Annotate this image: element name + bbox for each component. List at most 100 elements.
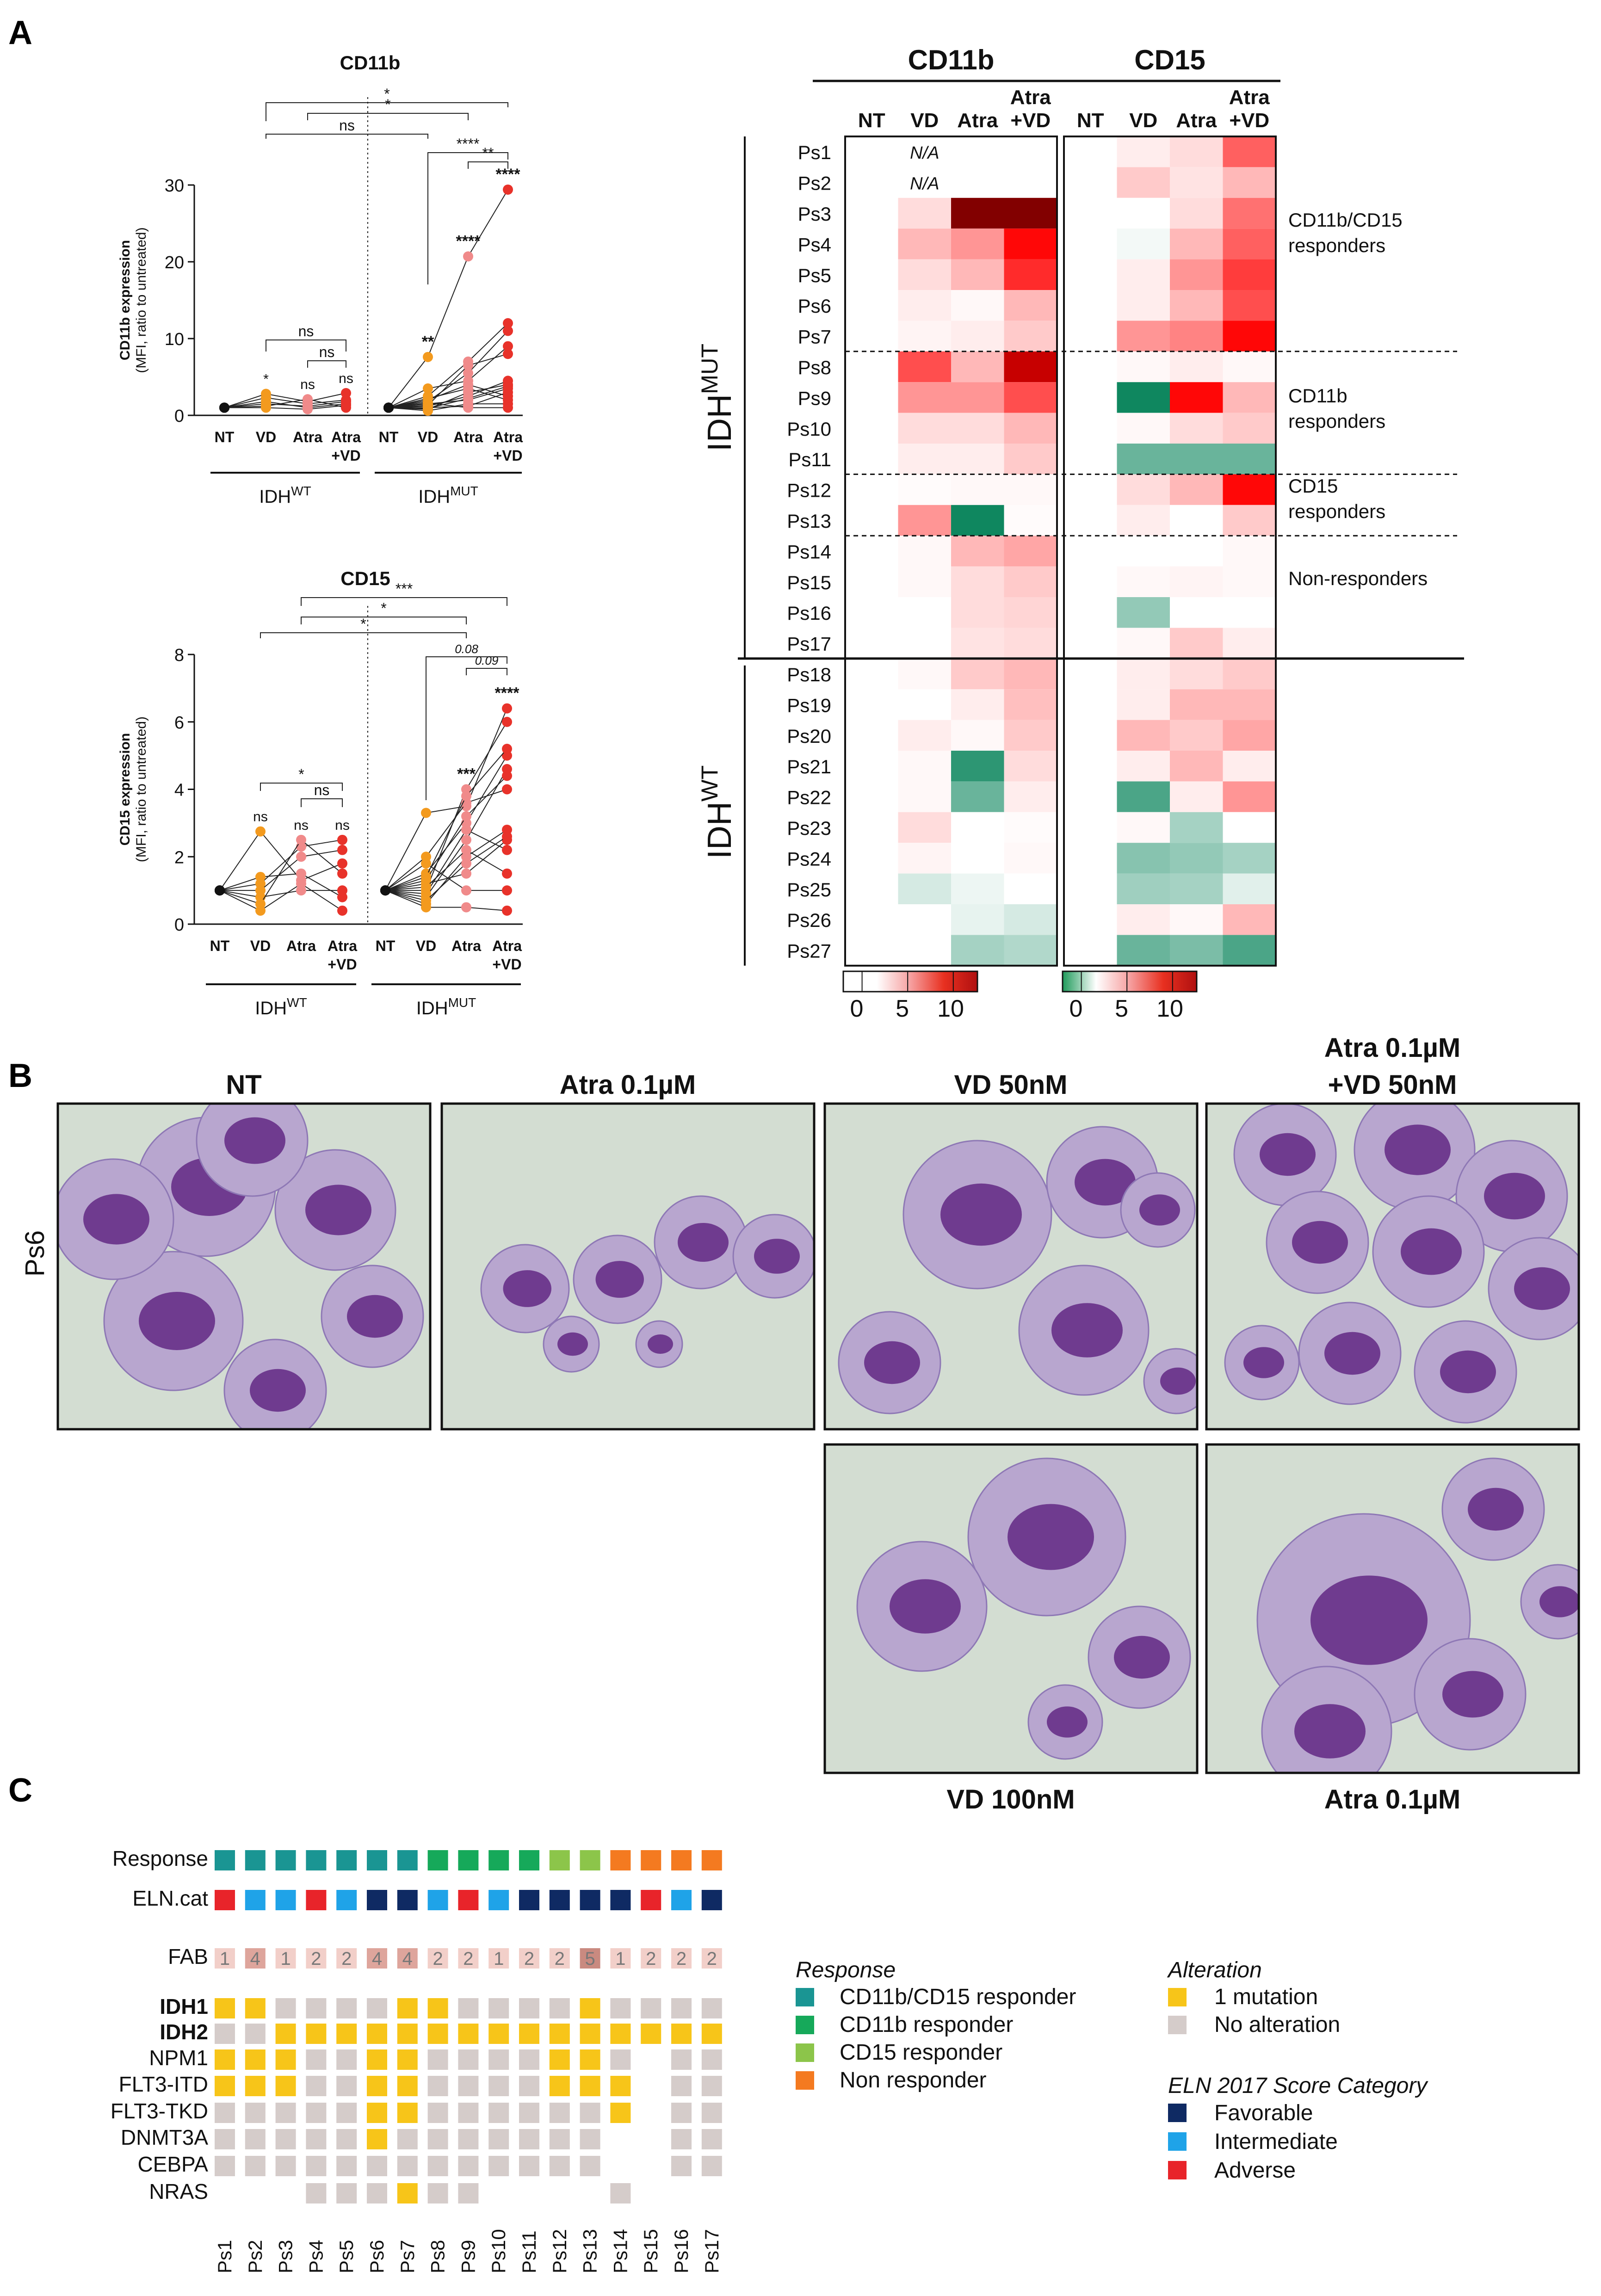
- response-cell: [519, 1850, 539, 1870]
- mut-data-point: [463, 383, 473, 394]
- fab-value: 2: [676, 1949, 686, 1969]
- heatmap-cell: [1223, 812, 1276, 843]
- mutation-cell: [397, 2076, 418, 2096]
- fab-cell: [549, 1948, 570, 1969]
- heatmap-cell: [1064, 720, 1117, 751]
- bracket-label: ns: [339, 117, 355, 134]
- mutation-cell: [336, 2076, 357, 2096]
- bracket-label: ns: [319, 344, 335, 360]
- mutation-cell: [367, 2076, 387, 2096]
- mutation-cell: [701, 2129, 722, 2149]
- bracket-label: 0.09: [475, 654, 499, 667]
- fab-cell: [245, 1948, 266, 1969]
- heatmap-cell: [1064, 167, 1117, 198]
- mutation-cell: [427, 2076, 448, 2096]
- heatmap-cell: [898, 658, 951, 690]
- cell-nucleus: [1243, 1347, 1284, 1378]
- heatmap-cell: [898, 935, 951, 966]
- wt-data-point: [261, 389, 271, 399]
- heatmap-row-label: Ps16: [787, 602, 831, 624]
- heatmap-cell: [951, 536, 1004, 567]
- response-cell: [215, 1850, 235, 1870]
- heatmap-cell: [1004, 689, 1057, 720]
- wt-data-point: [337, 868, 347, 879]
- heatmap-cell: [1064, 843, 1117, 874]
- heatmap-cell: [1170, 351, 1223, 383]
- heatmap-cell: [1170, 382, 1223, 413]
- response-cell: [336, 1850, 357, 1870]
- fab-cell: [519, 1948, 539, 1969]
- heatmap-row-label: Ps9: [798, 387, 831, 409]
- eln-cell: [519, 1890, 539, 1910]
- heatmap-cell: [1004, 935, 1057, 966]
- fab-cell: [671, 1948, 692, 1969]
- mutation-cell: [549, 2156, 570, 2176]
- heatmap-row-label: Ps7: [798, 326, 831, 348]
- mutation-cell: [306, 2183, 327, 2203]
- heatmap-cell: [1117, 843, 1170, 874]
- heatmap-cell: [898, 228, 951, 259]
- response-cell: [245, 1850, 266, 1870]
- legend-item: CD11b/CD15 responder: [840, 1985, 1076, 2009]
- heatmap-cell: [1064, 904, 1117, 935]
- mut-data-point: [463, 360, 473, 371]
- heatmap-cell: [1117, 228, 1170, 259]
- heatmap-cell: [1064, 413, 1117, 444]
- group-label-wt: IDHWT: [255, 995, 307, 1018]
- heatmap-cell: [898, 321, 951, 352]
- heatmap-cell: [951, 628, 1004, 659]
- heatmap-cell: [1064, 628, 1117, 659]
- heatmap-cell: [1004, 628, 1057, 659]
- heatmap-cell: [1170, 566, 1223, 597]
- wt-data-point: [296, 852, 306, 862]
- cell-nucleus: [1114, 1636, 1170, 1679]
- mut-series-line: [385, 829, 507, 895]
- fab-value: 4: [402, 1949, 413, 1969]
- mutation-cell: [215, 2049, 235, 2070]
- wt-series-line: [220, 849, 343, 891]
- fab-value: 5: [585, 1949, 595, 1969]
- y-axis-label: CD15 expression: [117, 733, 133, 846]
- heatmap-row-label: Ps2: [798, 173, 831, 194]
- group-label-mut: IDHMUT: [418, 484, 478, 507]
- heatmap-cell: [951, 751, 1004, 782]
- heatmap-cell: [1004, 474, 1057, 505]
- cell-nucleus: [1139, 1194, 1180, 1226]
- heatmap-frame-cd15: [1063, 136, 1277, 967]
- mutation-cell: [397, 1998, 418, 2018]
- x-category-label: NT: [376, 938, 396, 954]
- eln-cell: [336, 1890, 357, 1910]
- y-tick-label: 6: [174, 713, 184, 733]
- legend-tick-label: 5: [1115, 995, 1128, 1022]
- mutation-cell: [610, 2103, 631, 2123]
- mutation-cell: [245, 2103, 266, 2123]
- y-axis-sublabel: (MFI, ratio to untreated): [134, 227, 149, 373]
- plot-title: CD15: [340, 568, 390, 589]
- na-label: N/A: [910, 174, 939, 194]
- legend-tick-label: 10: [1156, 995, 1183, 1022]
- heatmap-cell: [1004, 536, 1057, 567]
- significance-bracket: [307, 113, 469, 120]
- patient-label: Ps16: [670, 2229, 692, 2273]
- mut-data-point: [463, 393, 473, 404]
- heatmap-cell: [845, 505, 898, 536]
- mutation-cell: [519, 2024, 539, 2044]
- heatmap-cell: [1223, 781, 1276, 812]
- panel-label-a: A: [8, 14, 32, 51]
- mutation-cell: [275, 2024, 296, 2044]
- heatmap-cell: [1170, 812, 1223, 843]
- significance-bracket: [260, 783, 343, 791]
- heatmap-cell: [845, 413, 898, 444]
- heatmap-cell: [1117, 812, 1170, 843]
- heatmap-cell: [1170, 935, 1223, 966]
- mut-series-line: [385, 748, 507, 891]
- heatmap-cell: [898, 444, 951, 475]
- x-category-label: NT: [379, 429, 399, 445]
- legend-swatch: [1168, 2161, 1187, 2179]
- heatmap-cell: [898, 843, 951, 874]
- mutation-cell: [367, 2049, 387, 2070]
- mut-data-point: [461, 824, 471, 835]
- wt-data-point: [303, 394, 313, 405]
- row-label-ps6: Ps6: [20, 1230, 50, 1277]
